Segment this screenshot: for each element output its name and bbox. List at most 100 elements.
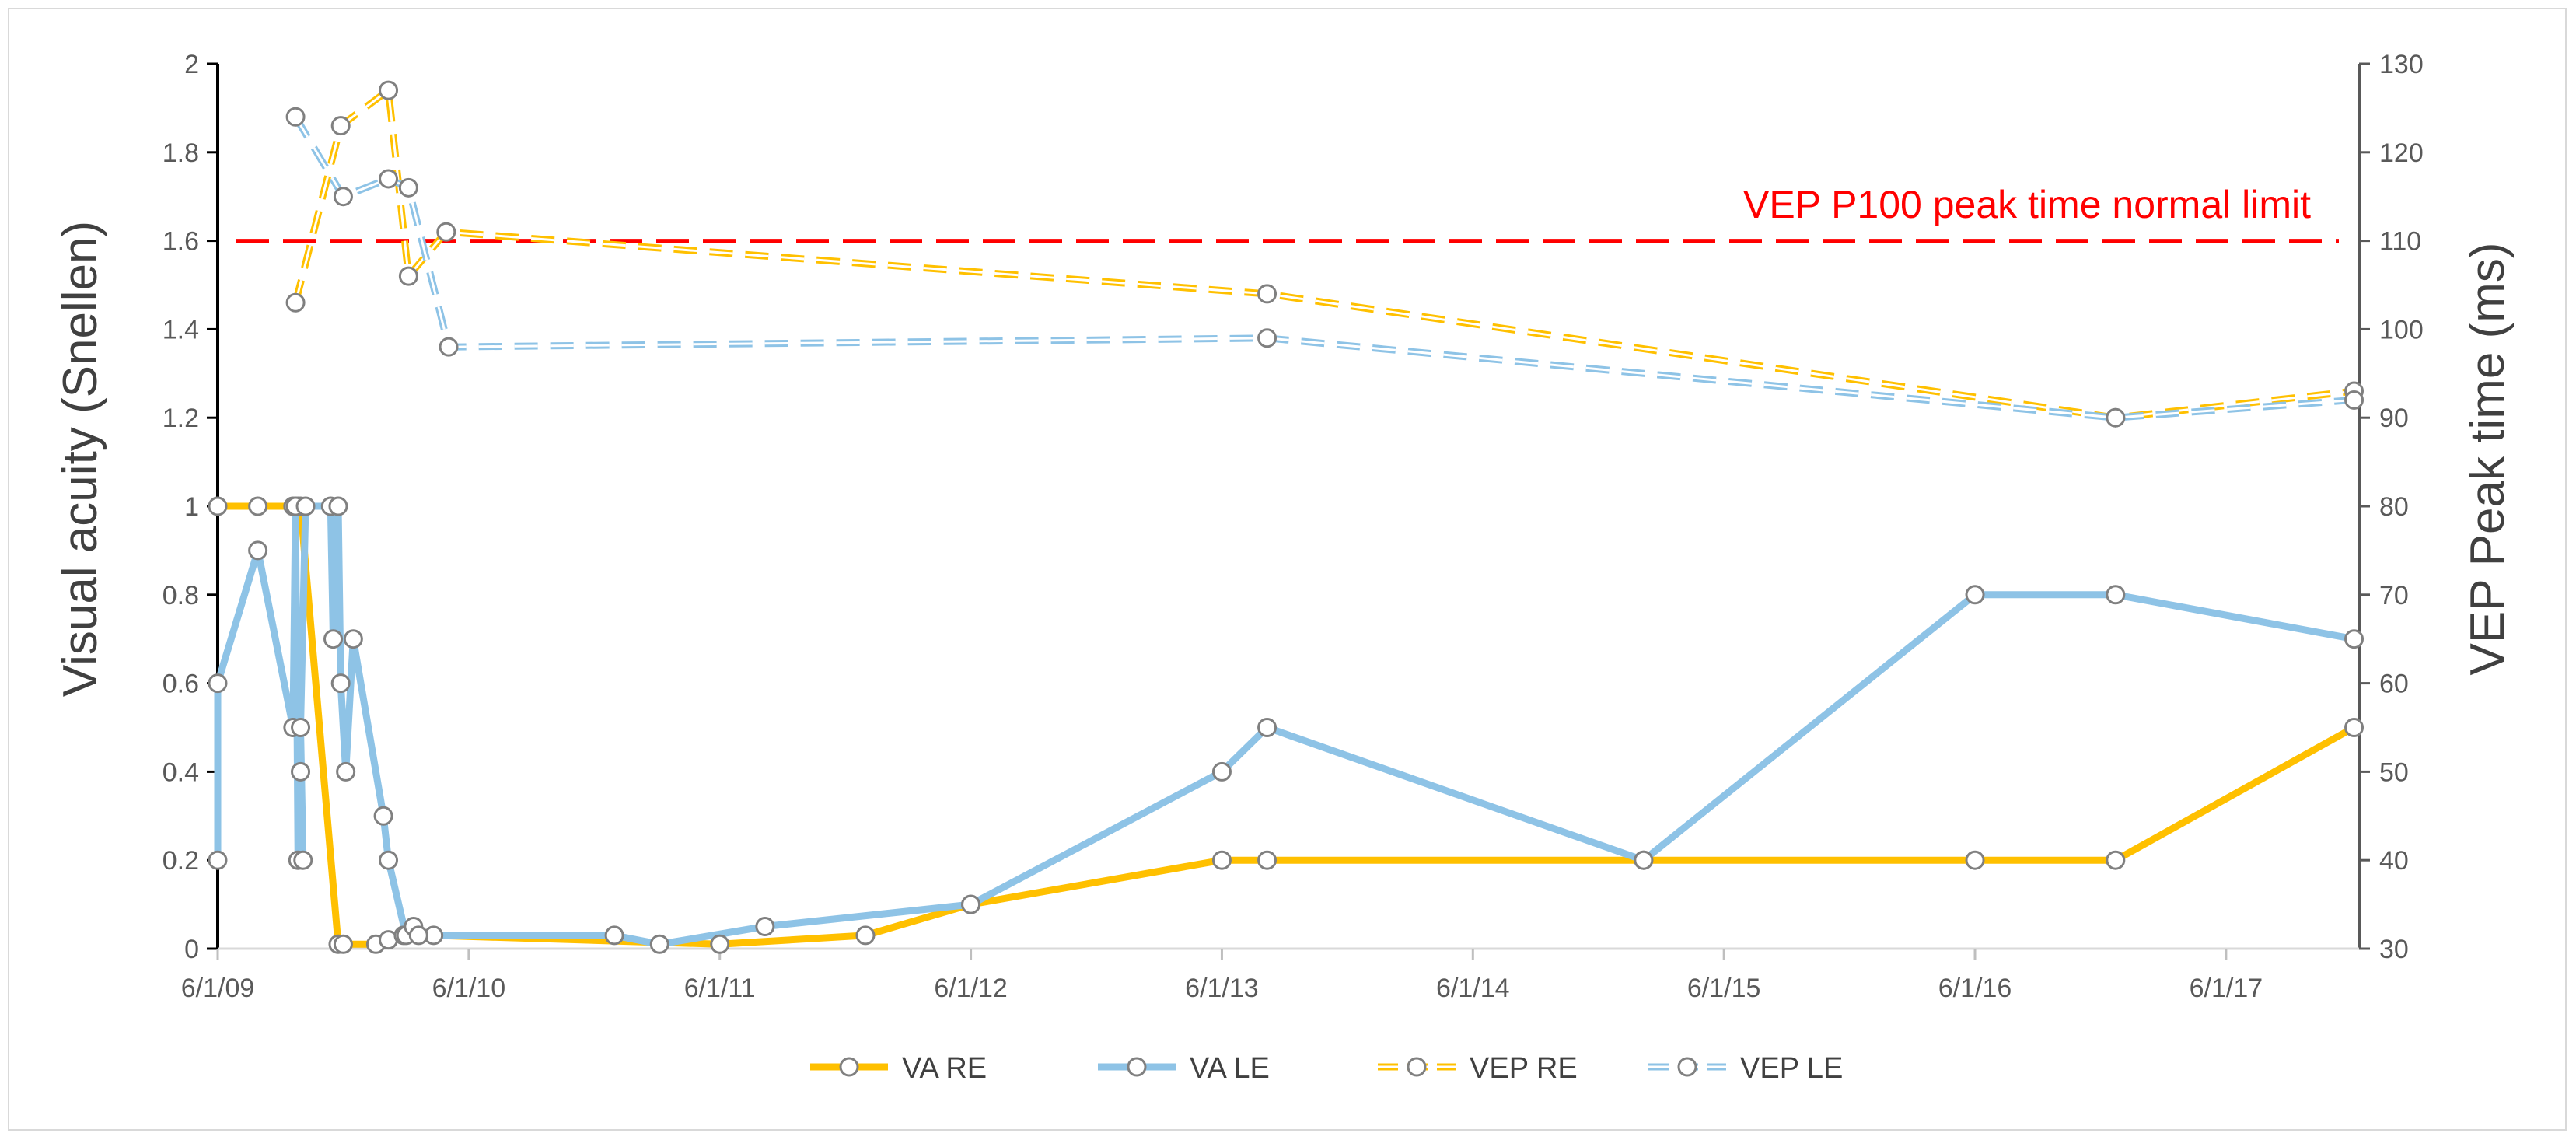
y-tick-label: 1.2 <box>163 404 199 433</box>
series-va-le-point <box>373 806 393 826</box>
series-vep-le-point <box>398 177 418 198</box>
x-tick-label: 6/1/16 <box>1938 974 2012 1003</box>
series-va-re-point <box>1211 850 1232 870</box>
x-tick-label: 6/1/10 <box>432 974 506 1003</box>
series-va-le-point <box>1257 718 1278 737</box>
y2-tick-label: 130 <box>2379 50 2424 79</box>
series-vep-le-point <box>2106 407 2126 428</box>
legend: VA RE VA LE VEP RE VEP LE <box>810 1052 1843 1085</box>
series-va-le-point <box>295 496 316 516</box>
series-va-le-point <box>208 673 228 694</box>
marker-layer <box>208 80 2365 954</box>
series-va-le-point <box>379 850 399 870</box>
series-va-le-point <box>248 540 268 561</box>
series-va-re-point <box>333 934 353 954</box>
x-tick-label: 6/1/09 <box>181 974 255 1003</box>
y-tick-label: 0.2 <box>163 846 199 876</box>
series-va-le-point <box>1965 585 1985 605</box>
y2-tick-label: 70 <box>2379 581 2409 610</box>
series-va-le-point <box>1211 761 1232 782</box>
series-va-le-point <box>649 934 669 954</box>
series-va-re-point <box>710 934 730 954</box>
series-va-le-point <box>291 718 311 737</box>
series-vep-re-point <box>330 116 351 136</box>
series-va-re-line <box>218 502 2356 948</box>
y-tick-label: 0.6 <box>163 670 199 699</box>
y2-tick-label: 80 <box>2379 492 2409 522</box>
y-tick-label: 0 <box>184 935 199 964</box>
series-va-le-point <box>2106 585 2126 605</box>
y-tick-label: 0.8 <box>163 581 199 610</box>
y-tick-label: 2 <box>184 50 199 79</box>
y2-tick-label: 110 <box>2379 227 2421 257</box>
series-va-re-point <box>248 496 268 516</box>
series-vep-re-point <box>436 222 456 242</box>
y-tick-label: 1 <box>184 492 199 522</box>
series-va-le-point <box>1634 850 1654 870</box>
series-va-le-line <box>214 502 2355 948</box>
series-va-re-point <box>2344 718 2365 737</box>
y-tick-label: 1.8 <box>163 138 199 168</box>
x-tick-label: 6/1/13 <box>1185 974 1259 1003</box>
y-tick-label: 1.4 <box>163 315 199 344</box>
y-tick-label: 0.4 <box>163 757 199 787</box>
series-vep-re-line-core <box>294 89 2354 419</box>
series-va-le-point <box>330 673 351 694</box>
series-va-re-point <box>208 496 228 516</box>
series-va-le-point <box>755 917 775 937</box>
series-va-re-point <box>1965 850 1985 870</box>
series-va-le-point <box>208 850 228 870</box>
legend-vep-re-label: VEP RE <box>1470 1052 1578 1085</box>
series-vep-re-line <box>292 86 2354 421</box>
y-tick-label: 1.6 <box>163 227 199 257</box>
x-tick-label: 6/1/11 <box>684 974 756 1003</box>
series-va-le-point <box>293 850 313 870</box>
y2-tick-label: 60 <box>2379 670 2409 699</box>
series-va-le-point <box>604 925 624 946</box>
series-va-le-point <box>961 894 981 914</box>
series-vep-le-point <box>1257 328 1278 348</box>
series-vep-re-point <box>398 266 418 286</box>
series-vep-le-line <box>292 114 2354 421</box>
axes-layer: 0 0.2 0.4 0.6 0.8 1 1.2 1.4 1.6 1.8 2 30 40 50 60 70 80 9… <box>163 50 2424 1003</box>
series-va-re-point <box>855 925 876 946</box>
series-va-le-point <box>408 925 428 946</box>
series-vep-le-point <box>379 169 399 189</box>
legend-va-le-marker <box>1127 1057 1147 1077</box>
series-va-le-point <box>323 629 344 649</box>
series-vep-re-point <box>379 80 399 100</box>
chart-frame: 0 0.2 0.4 0.6 0.8 1 1.2 1.4 1.6 1.8 2 30 40 50 60 70 80 9… <box>8 8 2567 1131</box>
legend-vep-re-marker <box>1407 1057 1427 1077</box>
reference-line-label: VEP P100 peak time normal limit <box>1743 183 2311 226</box>
legend-vep-le-marker <box>1677 1057 1697 1077</box>
series-vep-le-point <box>285 107 306 127</box>
x-tick-label: 6/1/12 <box>934 974 1008 1003</box>
series-va-le-point <box>343 629 363 649</box>
series-va-le-point <box>336 761 356 782</box>
series-va-re-point <box>2106 850 2126 870</box>
x-tick-label: 6/1/15 <box>1687 974 1761 1003</box>
series-vep-le-point <box>333 187 353 207</box>
y2-tick-label: 100 <box>2379 315 2424 344</box>
x-tick-label: 6/1/14 <box>1436 974 1510 1003</box>
series-vep-re-point <box>285 292 306 313</box>
y-axis-title: Visual acuity (Snellen) <box>54 221 107 697</box>
series-vep-le-point <box>439 337 459 357</box>
series-vep-le-line-core <box>294 116 2354 419</box>
series-va-le-point <box>328 496 348 516</box>
series-va-re-point <box>1257 850 1278 870</box>
y2-tick-label: 40 <box>2379 846 2409 876</box>
series-vep-re-point <box>1257 284 1278 304</box>
series-vep-le-point <box>2344 390 2365 410</box>
series-va-le-point <box>291 761 311 782</box>
y2-tick-label: 120 <box>2379 138 2424 168</box>
x-tick-label: 6/1/17 <box>2190 974 2263 1003</box>
y2-axis-title: VEP Peak time (ms) <box>2461 242 2515 675</box>
chart-svg: 0 0.2 0.4 0.6 0.8 1 1.2 1.4 1.6 1.8 2 30 40 50 60 70 80 9… <box>54 50 2515 1085</box>
legend-va-re-marker <box>839 1057 859 1077</box>
legend-va-re-label: VA RE <box>902 1052 987 1085</box>
y2-tick-label: 30 <box>2379 935 2409 964</box>
series-va-le-point <box>2344 629 2365 649</box>
legend-vep-le-label: VEP LE <box>1740 1052 1843 1085</box>
legend-va-le-label: VA LE <box>1190 1052 1270 1085</box>
